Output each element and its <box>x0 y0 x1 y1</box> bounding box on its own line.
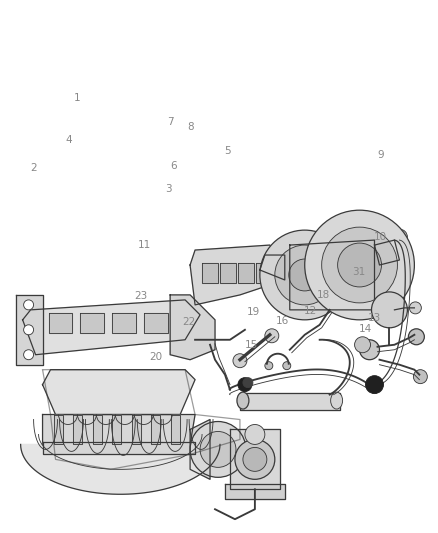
Circle shape <box>260 230 350 320</box>
Text: 18: 18 <box>317 289 330 300</box>
Polygon shape <box>260 255 285 280</box>
Polygon shape <box>16 295 42 365</box>
Text: 9: 9 <box>377 150 384 160</box>
Circle shape <box>408 329 424 345</box>
Polygon shape <box>42 370 195 415</box>
Polygon shape <box>93 415 102 445</box>
Ellipse shape <box>331 392 343 409</box>
Polygon shape <box>144 313 168 333</box>
Circle shape <box>238 378 252 392</box>
Polygon shape <box>151 415 160 445</box>
Circle shape <box>410 302 421 314</box>
Circle shape <box>24 300 34 310</box>
Circle shape <box>233 354 247 368</box>
Polygon shape <box>374 240 399 265</box>
Circle shape <box>360 340 379 360</box>
Ellipse shape <box>237 392 249 409</box>
Polygon shape <box>42 415 195 445</box>
Text: 4: 4 <box>65 135 72 145</box>
Polygon shape <box>190 419 210 479</box>
Text: 6: 6 <box>170 160 177 171</box>
Circle shape <box>366 376 384 393</box>
Polygon shape <box>74 415 82 445</box>
Circle shape <box>265 362 273 370</box>
Polygon shape <box>112 313 136 333</box>
Polygon shape <box>49 313 72 333</box>
Text: 16: 16 <box>276 316 289 326</box>
Polygon shape <box>290 240 374 310</box>
Polygon shape <box>240 393 339 409</box>
Circle shape <box>392 229 407 245</box>
Polygon shape <box>54 415 63 445</box>
Circle shape <box>289 259 321 291</box>
Polygon shape <box>256 263 272 283</box>
Polygon shape <box>238 263 254 283</box>
Text: 20: 20 <box>149 352 162 362</box>
Text: 22: 22 <box>182 317 195 327</box>
Circle shape <box>305 210 414 320</box>
Circle shape <box>338 243 381 287</box>
Circle shape <box>243 378 253 387</box>
Circle shape <box>190 422 246 478</box>
Text: 23: 23 <box>134 290 147 301</box>
Polygon shape <box>170 295 215 360</box>
Text: 12: 12 <box>304 305 317 316</box>
Circle shape <box>283 362 291 370</box>
Circle shape <box>413 370 427 384</box>
Text: 8: 8 <box>187 122 194 132</box>
Text: 31: 31 <box>352 267 365 277</box>
Text: 15: 15 <box>245 340 258 350</box>
Circle shape <box>321 227 397 303</box>
Polygon shape <box>42 442 195 455</box>
Polygon shape <box>230 430 280 489</box>
Polygon shape <box>190 245 280 305</box>
Circle shape <box>245 424 265 445</box>
Circle shape <box>24 325 34 335</box>
Text: 13: 13 <box>367 313 381 323</box>
Circle shape <box>235 439 275 479</box>
Circle shape <box>243 447 267 471</box>
Text: 14: 14 <box>359 324 372 334</box>
Text: 7: 7 <box>167 117 173 127</box>
Text: 10: 10 <box>374 232 387 243</box>
Text: 1: 1 <box>74 93 81 103</box>
Circle shape <box>265 329 279 343</box>
Polygon shape <box>171 415 180 445</box>
Polygon shape <box>112 415 121 445</box>
Circle shape <box>371 292 407 328</box>
Circle shape <box>275 245 335 305</box>
Text: 5: 5 <box>224 146 231 156</box>
Circle shape <box>24 350 34 360</box>
Text: 11: 11 <box>138 240 152 251</box>
Polygon shape <box>132 415 141 445</box>
Polygon shape <box>225 484 285 499</box>
Polygon shape <box>23 300 200 355</box>
Polygon shape <box>220 263 236 283</box>
Polygon shape <box>81 313 104 333</box>
Text: 3: 3 <box>166 184 172 195</box>
Polygon shape <box>202 263 218 283</box>
Polygon shape <box>21 445 220 494</box>
Circle shape <box>355 337 371 353</box>
Text: 19: 19 <box>247 306 261 317</box>
Text: 2: 2 <box>30 163 37 173</box>
Circle shape <box>200 432 236 467</box>
